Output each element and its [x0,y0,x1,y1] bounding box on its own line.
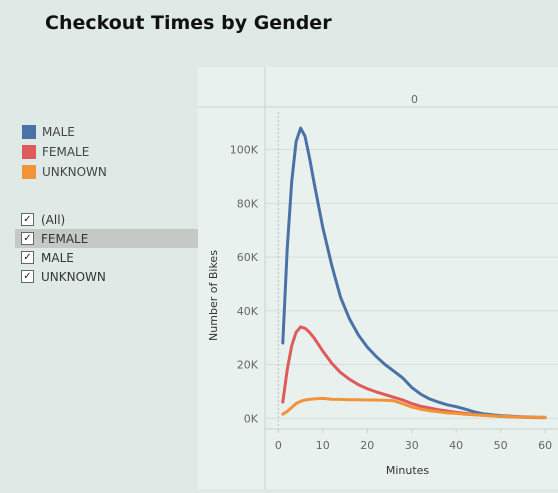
legend-label-unknown: UNKNOWN [42,165,107,179]
filter-label-all: (All) [41,212,66,227]
legend-label-female: FEMALE [42,145,90,159]
y-tick-label: 40K [237,305,259,318]
checkbox-icon[interactable]: ✓ [21,251,34,264]
y-tick-label: 20K [237,359,259,372]
y-tick-label: 80K [237,197,259,210]
x-tick-label: 40 [449,439,463,452]
checkbox-icon[interactable]: ✓ [21,232,34,245]
line-chart[interactable]: 0 0K 20K 40K 60K 80K 100K 0 10 20 30 40 50 60 Minutes N… [198,67,558,489]
x-tick-label: 50 [494,439,508,452]
filter-label-male: MALE [41,250,74,265]
legend-label-male: MALE [42,125,75,139]
series-line-unknown [281,396,547,419]
series-line-female [281,325,547,420]
gender-filter: ✓ (All) ✓ FEMALE ✓ MALE ✓ UNKNOWN [15,210,201,286]
y-axis-label: Number of Bikes [207,250,220,341]
color-legend: MALE FEMALE UNKNOWN [22,122,107,182]
legend-swatch-female [22,145,36,159]
legend-item-unknown[interactable]: UNKNOWN [22,162,107,182]
chart-title: Checkout Times by Gender [45,12,332,34]
checkbox-icon[interactable]: ✓ [21,213,34,226]
x-tick-label: 30 [405,439,419,452]
filter-label-female: FEMALE [41,231,89,246]
y-tick-label: 100K [230,144,259,157]
filter-label-unknown: UNKNOWN [41,269,106,284]
x-axis-label: Minutes [386,464,430,477]
y-tick-label: 60K [237,251,259,264]
legend-item-male[interactable]: MALE [22,122,107,142]
series-line-male [281,126,547,419]
filter-item-male[interactable]: ✓ MALE [15,248,201,267]
legend-swatch-male [22,125,36,139]
filter-item-unknown[interactable]: ✓ UNKNOWN [15,267,201,286]
filter-item-all[interactable]: ✓ (All) [15,210,201,229]
legend-swatch-unknown [22,165,36,179]
legend-item-female[interactable]: FEMALE [22,142,107,162]
column-header: 0 [411,93,418,106]
x-tick-label: 10 [316,439,330,452]
filter-item-female[interactable]: ✓ FEMALE [15,229,201,248]
checkbox-icon[interactable]: ✓ [21,270,34,283]
y-tick-label: 0K [244,412,259,425]
x-tick-label: 0 [275,439,282,452]
x-tick-label: 60 [538,439,552,452]
chart-panel: 0 0K 20K 40K 60K 80K 100K 0 10 20 30 40 50 60 Minutes N… [198,67,558,489]
x-tick-label: 20 [360,439,374,452]
